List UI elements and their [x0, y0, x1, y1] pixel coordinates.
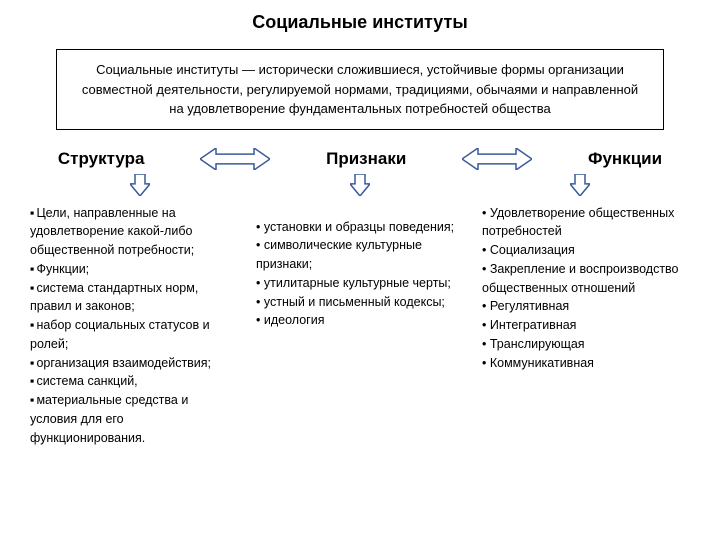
- page-title: Социальные институты: [30, 12, 690, 33]
- header-attributes: Признаки: [326, 149, 406, 169]
- list-item: Социализация: [482, 241, 690, 260]
- list-item: материальные средства и условия для его …: [30, 391, 238, 447]
- column-structure: Цели, направленные на удовлетворение как…: [30, 204, 238, 448]
- down-arrows-row: [30, 174, 690, 196]
- list-item: Функции;: [30, 260, 238, 279]
- bidir-arrow-icon: [462, 148, 532, 170]
- list-item: система санкций,: [30, 372, 238, 391]
- down-arrow-icon: [130, 174, 150, 196]
- column-functions: Удовлетворение общественных потребностей…: [482, 204, 690, 448]
- list-item: Цели, направленные на удовлетворение как…: [30, 204, 238, 260]
- list-item: Регулятивная: [482, 297, 690, 316]
- list-item: утилитарные культурные черты;: [256, 274, 464, 293]
- column-attributes: установки и образцы поведения;символичес…: [256, 204, 464, 448]
- list-item: установки и образцы поведения;: [256, 218, 464, 237]
- down-arrow-icon: [350, 174, 370, 196]
- list-item: набор социальных статусов и ролей;: [30, 316, 238, 354]
- list-item: устный и письменный кодексы;: [256, 293, 464, 312]
- down-arrow-icon: [570, 174, 590, 196]
- list-item: Закрепление и воспроизводство общественн…: [482, 260, 690, 298]
- definition-box: Социальные институты — исторически сложи…: [56, 49, 663, 130]
- list-item: система стандартных норм, правил и закон…: [30, 279, 238, 317]
- header-structure: Структура: [58, 149, 145, 169]
- bidir-arrow-icon: [200, 148, 270, 170]
- list-item: Коммуникативная: [482, 354, 690, 373]
- list-item: Удовлетворение общественных потребностей: [482, 204, 690, 242]
- list-item: символические культурные признаки;: [256, 236, 464, 274]
- list-item: Транслирующая: [482, 335, 690, 354]
- header-functions: Функции: [588, 149, 662, 169]
- list-item: Интегративная: [482, 316, 690, 335]
- column-headers-row: Структура Признаки Функции: [30, 148, 690, 170]
- columns-container: Цели, направленные на удовлетворение как…: [30, 204, 690, 448]
- list-item: идеология: [256, 311, 464, 330]
- list-item: организация взаимодействия;: [30, 354, 238, 373]
